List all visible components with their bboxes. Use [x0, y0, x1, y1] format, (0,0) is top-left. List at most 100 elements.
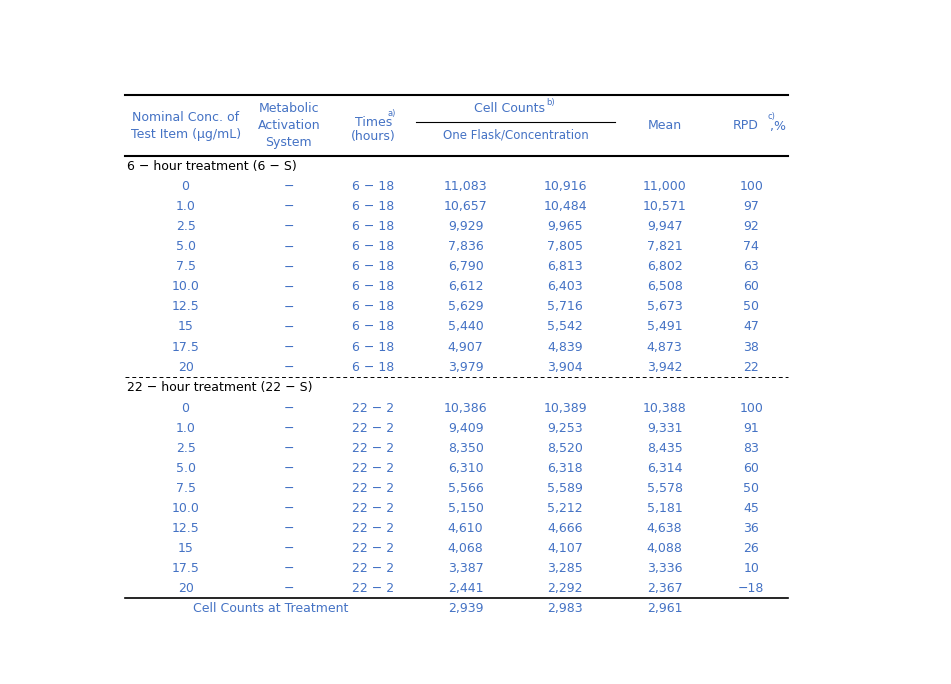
Text: 0: 0 [182, 402, 189, 415]
Text: 6 − 18: 6 − 18 [353, 241, 395, 254]
Text: 2,939: 2,939 [448, 602, 483, 616]
Text: −: − [283, 300, 294, 313]
Text: Times: Times [355, 116, 392, 129]
Text: 4,907: 4,907 [448, 341, 483, 354]
Text: −: − [283, 542, 294, 555]
Text: a): a) [388, 109, 397, 118]
Text: 22 − 2: 22 − 2 [353, 501, 395, 514]
Text: 50: 50 [744, 482, 759, 495]
Text: 20: 20 [178, 581, 193, 594]
Text: 12.5: 12.5 [172, 522, 200, 535]
Text: Cell Counts at Treatment: Cell Counts at Treatment [193, 602, 348, 616]
Text: −: − [283, 280, 294, 293]
Text: 7,836: 7,836 [448, 241, 483, 254]
Text: 10.0: 10.0 [171, 280, 200, 293]
Text: 3,336: 3,336 [647, 562, 683, 575]
Text: 6,310: 6,310 [448, 462, 483, 475]
Text: −: − [283, 522, 294, 535]
Text: Mean: Mean [648, 119, 682, 132]
Text: 0: 0 [182, 181, 189, 194]
Text: 10,571: 10,571 [643, 200, 687, 213]
Text: 11,000: 11,000 [643, 181, 687, 194]
Text: 6 − 18: 6 − 18 [353, 360, 395, 373]
Text: 9,947: 9,947 [647, 220, 683, 233]
Text: 22 − 2: 22 − 2 [353, 402, 395, 415]
Text: 36: 36 [744, 522, 759, 535]
Text: 6 − 18: 6 − 18 [353, 220, 395, 233]
Text: 4,666: 4,666 [548, 522, 583, 535]
Text: 15: 15 [178, 321, 193, 334]
Text: 6,790: 6,790 [448, 261, 483, 274]
Text: 6 − hour treatment (6 − S): 6 − hour treatment (6 − S) [127, 160, 297, 173]
Text: −: − [283, 501, 294, 514]
Text: −: − [283, 442, 294, 455]
Text: 15: 15 [178, 542, 193, 555]
Text: −: − [283, 200, 294, 213]
Text: 38: 38 [744, 341, 759, 354]
Text: 6,813: 6,813 [548, 261, 583, 274]
Text: 2.5: 2.5 [176, 442, 196, 455]
Text: 22 − 2: 22 − 2 [353, 562, 395, 575]
Text: 10,388: 10,388 [643, 402, 687, 415]
Text: −: − [283, 581, 294, 594]
Text: 6,403: 6,403 [548, 280, 583, 293]
Text: −: − [283, 321, 294, 334]
Text: 60: 60 [744, 462, 759, 475]
Text: 10,657: 10,657 [444, 200, 488, 213]
Text: 17.5: 17.5 [171, 341, 200, 354]
Text: 12.5: 12.5 [172, 300, 200, 313]
Text: −: − [283, 562, 294, 575]
Text: 6 − 18: 6 − 18 [353, 200, 395, 213]
Text: 10.0: 10.0 [171, 501, 200, 514]
Text: 5,542: 5,542 [547, 321, 583, 334]
Text: 6 − 18: 6 − 18 [353, 341, 395, 354]
Text: −: − [283, 341, 294, 354]
Text: 6,802: 6,802 [647, 261, 683, 274]
Text: 6 − 18: 6 − 18 [353, 280, 395, 293]
Text: ,%: ,% [769, 120, 786, 133]
Text: 7.5: 7.5 [176, 261, 196, 274]
Text: 9,929: 9,929 [448, 220, 483, 233]
Text: 22 − 2: 22 − 2 [353, 482, 395, 495]
Text: b): b) [547, 98, 555, 107]
Text: −: − [283, 261, 294, 274]
Text: 3,904: 3,904 [548, 360, 583, 373]
Text: 7,821: 7,821 [647, 241, 683, 254]
Text: 11,083: 11,083 [444, 181, 488, 194]
Text: 5,716: 5,716 [547, 300, 583, 313]
Text: 4,610: 4,610 [448, 522, 483, 535]
Text: 4,839: 4,839 [548, 341, 583, 354]
Text: −: − [283, 181, 294, 194]
Text: 47: 47 [744, 321, 759, 334]
Text: 6,508: 6,508 [647, 280, 683, 293]
Text: 8,350: 8,350 [448, 442, 483, 455]
Text: 22 − 2: 22 − 2 [353, 442, 395, 455]
Text: One Flask/Concentration: One Flask/Concentration [442, 128, 589, 142]
Text: 22: 22 [744, 360, 759, 373]
Text: 3,285: 3,285 [547, 562, 583, 575]
Text: 5,566: 5,566 [448, 482, 483, 495]
Text: 5,440: 5,440 [448, 321, 483, 334]
Text: 5,629: 5,629 [448, 300, 483, 313]
Text: 17.5: 17.5 [171, 562, 200, 575]
Text: 92: 92 [744, 220, 759, 233]
Text: 4,088: 4,088 [647, 542, 683, 555]
Text: 6,314: 6,314 [647, 462, 683, 475]
Text: 5,150: 5,150 [448, 501, 483, 514]
Text: 5,491: 5,491 [647, 321, 683, 334]
Text: 5,212: 5,212 [548, 501, 583, 514]
Text: 22 − 2: 22 − 2 [353, 421, 395, 434]
Text: 20: 20 [178, 360, 193, 373]
Text: −18: −18 [738, 581, 765, 594]
Text: 6 − 18: 6 − 18 [353, 321, 395, 334]
Text: 7,805: 7,805 [547, 241, 583, 254]
Text: −: − [283, 360, 294, 373]
Text: 2,983: 2,983 [548, 602, 583, 616]
Text: −: − [283, 220, 294, 233]
Text: 2,441: 2,441 [448, 581, 483, 594]
Text: 50: 50 [744, 300, 759, 313]
Text: 2.5: 2.5 [176, 220, 196, 233]
Text: Metabolic
Activation
System: Metabolic Activation System [258, 102, 320, 149]
Text: −: − [283, 421, 294, 434]
Text: 22 − hour treatment (22 − S): 22 − hour treatment (22 − S) [127, 381, 313, 394]
